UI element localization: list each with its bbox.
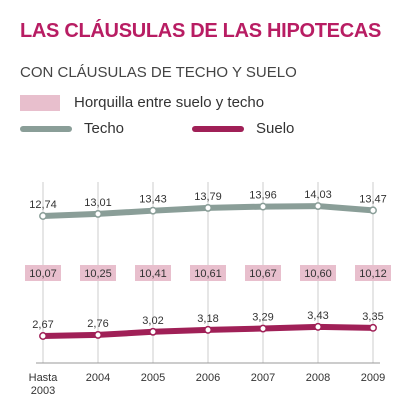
suelo-value-label: 2,67 bbox=[32, 319, 53, 331]
band-value-label: 10,67 bbox=[249, 268, 277, 280]
legend-swatch-band bbox=[20, 94, 60, 111]
x-tick-label: 2005 bbox=[141, 372, 165, 384]
techo-point bbox=[369, 206, 377, 215]
techo-value-label: 13,47 bbox=[359, 193, 387, 205]
band-label-box bbox=[355, 265, 391, 281]
band-value-label: 10,61 bbox=[194, 268, 222, 280]
suelo-point bbox=[94, 330, 102, 339]
band-label-box bbox=[245, 265, 281, 281]
suelo-value-label: 3,02 bbox=[142, 315, 163, 327]
x-tick-label: 2009 bbox=[361, 372, 385, 384]
techo-point bbox=[204, 203, 212, 212]
band-value-label: 10,07 bbox=[29, 268, 57, 280]
band-value-label: 10,12 bbox=[359, 268, 387, 280]
suelo-point bbox=[259, 324, 267, 333]
suelo-point bbox=[204, 325, 212, 334]
band-label-box bbox=[135, 265, 171, 281]
x-tick-label: 2007 bbox=[251, 372, 275, 384]
chart-subtitle: CON CLÁUSULAS DE TECHO Y SUELO bbox=[20, 64, 297, 81]
legend-label-techo: Techo bbox=[84, 120, 125, 137]
suelo-point bbox=[369, 323, 377, 332]
legend-swatch-suelo bbox=[192, 125, 244, 132]
suelo-value-label: 2,76 bbox=[87, 318, 108, 330]
legend-item-band: Horquilla entre suelo y techo bbox=[20, 94, 264, 111]
legend-item-suelo: Suelo bbox=[192, 120, 294, 137]
techo-point bbox=[149, 206, 157, 215]
band-value-label: 10,25 bbox=[84, 268, 112, 280]
band-label-box bbox=[80, 265, 116, 281]
suelo-value-label: 3,29 bbox=[252, 312, 273, 324]
techo-point bbox=[314, 202, 322, 211]
band-label-box bbox=[190, 265, 226, 281]
suelo-point bbox=[149, 327, 157, 336]
chart-title: LAS CLÁUSULAS DE LAS HIPOTECAS bbox=[20, 20, 382, 42]
suelo-point bbox=[314, 322, 322, 331]
techo-value-label: 13,79 bbox=[194, 191, 222, 203]
techo-value-label: 13,96 bbox=[249, 190, 277, 202]
techo-value-label: 13,01 bbox=[84, 197, 112, 209]
legend-label-band: Horquilla entre suelo y techo bbox=[74, 94, 265, 111]
suelo-value-label: 3,18 bbox=[197, 313, 218, 325]
x-tick-label: Hasta 2003 bbox=[29, 372, 59, 397]
suelo-point bbox=[39, 332, 47, 340]
legend-swatch-techo bbox=[20, 125, 72, 132]
suelo-value-label: 3,35 bbox=[362, 311, 383, 323]
suelo-value-label: 3,43 bbox=[307, 310, 328, 322]
techo-point bbox=[39, 212, 47, 220]
band-label-box bbox=[300, 265, 336, 281]
x-tick-label: 2008 bbox=[306, 372, 330, 384]
techo-value-label: 12,74 bbox=[29, 199, 57, 211]
techo-value-label: 14,03 bbox=[304, 189, 332, 201]
legend-label-suelo: Suelo bbox=[256, 120, 295, 137]
legend-item-techo: Techo bbox=[20, 120, 124, 137]
techo-point bbox=[94, 209, 102, 218]
x-tick-label: 2004 bbox=[86, 372, 110, 384]
band-label-box bbox=[25, 265, 61, 281]
band-value-label: 10,41 bbox=[139, 268, 167, 280]
band-value-label: 10,60 bbox=[304, 268, 332, 280]
techo-value-label: 13,43 bbox=[139, 194, 167, 206]
x-tick-label: 2006 bbox=[196, 372, 220, 384]
techo-point bbox=[259, 202, 267, 211]
